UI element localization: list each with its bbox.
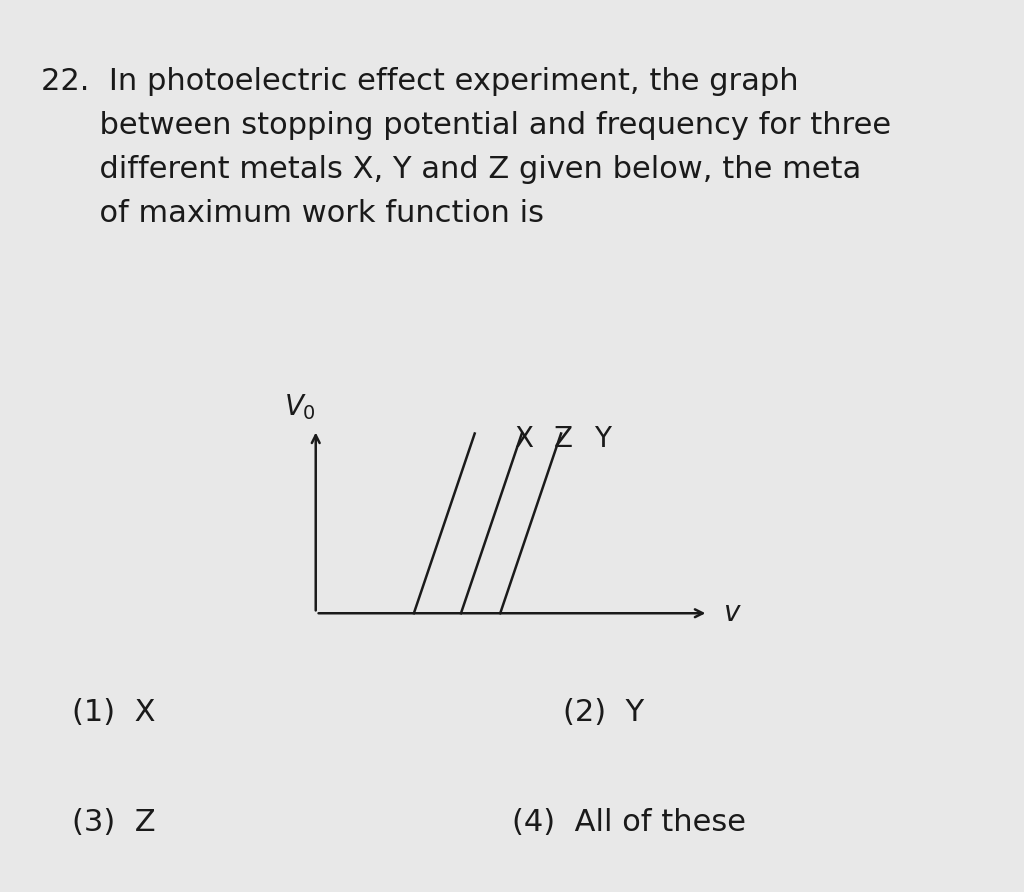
Text: (4)  All of these: (4) All of these [512, 807, 746, 837]
Text: $V_0$: $V_0$ [284, 392, 316, 422]
Text: Y: Y [594, 425, 610, 453]
Text: v: v [724, 599, 740, 627]
Text: Z: Z [554, 425, 572, 453]
Text: (3)  Z: (3) Z [72, 807, 156, 837]
Text: 22.  In photoelectric effect experiment, the graph
      between stopping potent: 22. In photoelectric effect experiment, … [41, 67, 891, 228]
Text: (2)  Y: (2) Y [563, 698, 644, 727]
Text: X: X [514, 425, 534, 453]
Text: (1)  X: (1) X [72, 698, 156, 727]
